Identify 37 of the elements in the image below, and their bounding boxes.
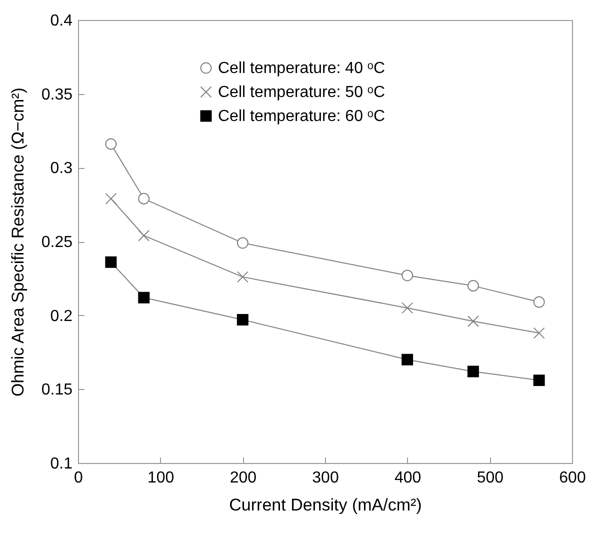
point	[105, 256, 117, 268]
point	[533, 374, 545, 386]
y-axis-title: Ohmic Area Specific Resistance (Ω−cm²)	[8, 88, 28, 396]
point	[533, 327, 545, 339]
point	[138, 192, 150, 204]
point	[402, 354, 414, 366]
legend-label: Cell temperature: 60 ᵒC	[218, 108, 385, 125]
x-tick-label: 400	[394, 470, 422, 486]
x-tick-label: 200	[230, 470, 257, 486]
point	[402, 270, 414, 282]
point	[402, 302, 414, 314]
x-tick-label: 100	[147, 470, 174, 486]
y-tick-label: 0.4	[50, 12, 73, 30]
point	[105, 192, 117, 204]
y-tick-label: 0.2	[50, 308, 73, 325]
legend-label: Cell temperature: 40 ᵒC	[218, 60, 385, 77]
point	[138, 230, 150, 242]
legend-label: Cell temperature: 50 ᵒC	[218, 84, 385, 101]
point	[138, 292, 150, 304]
point	[105, 138, 117, 150]
x-axis-title: Current Density (mA/cm²)	[229, 496, 422, 514]
x-tick-label: 300	[312, 470, 339, 486]
y-tick-label: 0.35	[41, 86, 73, 104]
point	[533, 296, 545, 308]
point	[236, 271, 248, 283]
y-tick-label: 0.3	[50, 160, 73, 178]
point	[236, 237, 248, 249]
x-tick-label: 0	[74, 470, 84, 486]
y-tick-label: 0.1	[50, 456, 73, 472]
point	[467, 366, 479, 378]
point	[467, 280, 479, 292]
y-tick-label: 0.15	[41, 382, 73, 399]
y-tick-label: 0.25	[41, 234, 73, 251]
x-tick-label: 600	[559, 470, 586, 486]
point	[236, 314, 248, 326]
point	[467, 315, 479, 327]
x-tick-label: 500	[476, 470, 504, 486]
